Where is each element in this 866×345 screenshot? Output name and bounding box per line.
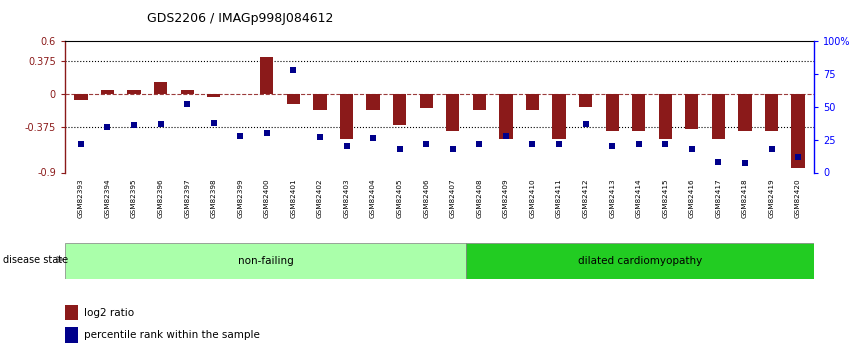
Text: GSM82403: GSM82403	[344, 178, 350, 218]
Point	[473, 141, 487, 146]
Text: GSM82395: GSM82395	[131, 178, 137, 218]
Point	[287, 68, 301, 73]
Text: GSM82408: GSM82408	[476, 178, 482, 218]
Text: GSM82404: GSM82404	[370, 178, 376, 218]
Point	[100, 124, 114, 129]
Text: dilated cardiomyopathy: dilated cardiomyopathy	[578, 256, 702, 266]
Bar	[313, 94, 326, 110]
Bar	[765, 94, 779, 130]
Point	[712, 159, 726, 165]
Bar	[605, 94, 619, 130]
Point	[260, 130, 274, 136]
Point	[553, 141, 566, 146]
Bar	[65, 327, 79, 343]
Point	[792, 154, 805, 159]
Text: GSM82407: GSM82407	[449, 178, 456, 218]
Bar	[419, 94, 433, 108]
Bar	[74, 94, 87, 100]
Point	[180, 101, 194, 107]
Text: GSM82394: GSM82394	[105, 178, 111, 218]
Bar	[712, 94, 725, 139]
Bar	[792, 94, 805, 168]
Text: GSM82416: GSM82416	[688, 178, 695, 218]
Text: GSM82397: GSM82397	[184, 178, 191, 218]
Text: disease state: disease state	[3, 256, 68, 265]
Bar	[685, 94, 699, 129]
Bar	[260, 57, 274, 94]
Point	[738, 160, 752, 166]
Point	[446, 146, 460, 152]
Text: GSM82399: GSM82399	[237, 178, 243, 218]
Bar	[739, 94, 752, 130]
Bar	[466, 243, 814, 279]
Point	[658, 141, 672, 146]
Text: GSM82396: GSM82396	[158, 178, 164, 218]
Text: log2 ratio: log2 ratio	[84, 308, 134, 318]
Point	[578, 121, 592, 127]
Bar	[207, 94, 220, 97]
Bar	[526, 94, 540, 110]
Bar	[553, 94, 565, 139]
Point	[339, 144, 353, 149]
Bar	[287, 94, 300, 104]
Text: GSM82409: GSM82409	[503, 178, 509, 218]
Bar	[366, 94, 379, 110]
Bar	[632, 94, 645, 130]
Point	[632, 141, 646, 146]
Text: GSM82400: GSM82400	[264, 178, 270, 218]
Point	[419, 141, 433, 146]
Point	[366, 136, 380, 141]
Text: GSM82410: GSM82410	[529, 178, 535, 218]
Text: GSM82405: GSM82405	[397, 178, 403, 218]
Bar	[180, 90, 194, 94]
Text: percentile rank within the sample: percentile rank within the sample	[84, 330, 260, 340]
Text: GSM82414: GSM82414	[636, 178, 642, 218]
Bar	[473, 94, 486, 110]
Text: GSM82419: GSM82419	[768, 178, 774, 218]
Text: GSM82398: GSM82398	[210, 178, 216, 218]
Text: GSM82420: GSM82420	[795, 178, 801, 218]
Bar	[339, 94, 353, 139]
Text: GSM82402: GSM82402	[317, 178, 323, 218]
Point	[605, 144, 619, 149]
Point	[153, 121, 167, 127]
Text: GSM82417: GSM82417	[715, 178, 721, 218]
Text: GSM82412: GSM82412	[583, 178, 589, 218]
Bar	[65, 305, 79, 320]
Point	[526, 141, 540, 146]
Point	[233, 133, 247, 139]
Bar	[659, 94, 672, 139]
Bar	[446, 94, 460, 130]
Point	[207, 120, 221, 126]
Point	[765, 146, 779, 152]
Bar	[500, 94, 513, 139]
Text: GSM82413: GSM82413	[609, 178, 615, 218]
Text: GSM82406: GSM82406	[423, 178, 430, 218]
Text: GSM82418: GSM82418	[742, 178, 748, 218]
Point	[313, 134, 326, 140]
Point	[392, 146, 406, 152]
Text: GSM82393: GSM82393	[78, 178, 84, 218]
Point	[499, 133, 513, 139]
Bar	[579, 94, 592, 107]
Bar	[393, 94, 406, 125]
Point	[127, 122, 141, 128]
Text: GDS2206 / IMAGp998J084612: GDS2206 / IMAGp998J084612	[147, 12, 333, 25]
Text: GSM82415: GSM82415	[662, 178, 669, 218]
Bar	[127, 90, 140, 94]
Text: GSM82411: GSM82411	[556, 178, 562, 218]
Text: GSM82401: GSM82401	[290, 178, 296, 218]
Text: non-failing: non-failing	[238, 256, 294, 266]
Point	[74, 141, 87, 146]
Point	[685, 146, 699, 152]
Bar	[65, 243, 466, 279]
Bar	[100, 90, 114, 94]
Bar	[154, 82, 167, 94]
